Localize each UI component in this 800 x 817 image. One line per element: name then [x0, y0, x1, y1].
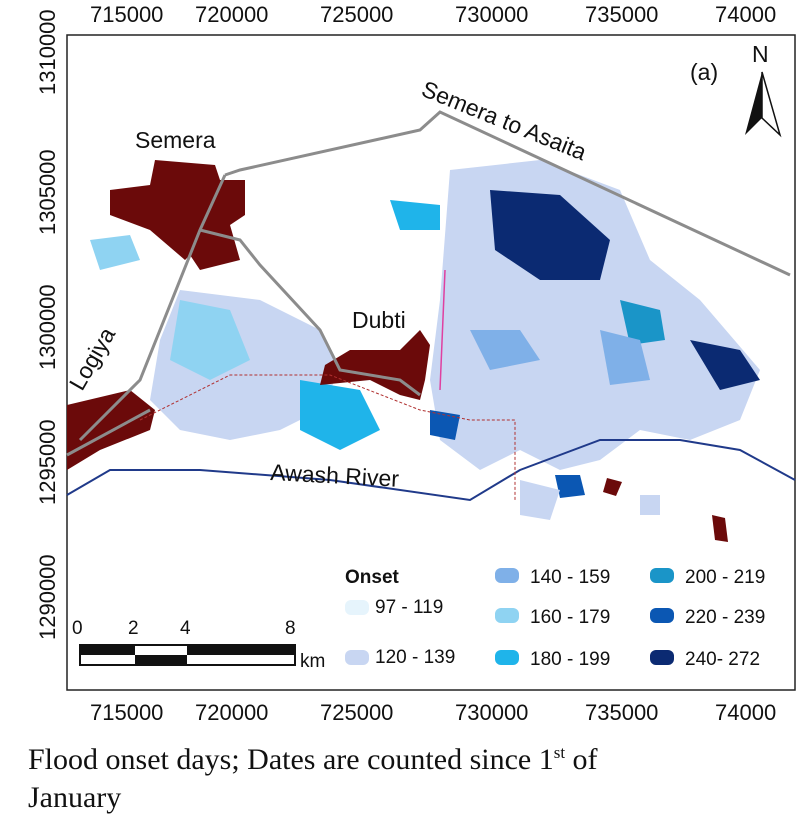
onset-patch-200-219	[620, 300, 665, 345]
x-tick: 715000	[90, 700, 163, 725]
road-logiya-west	[66, 408, 151, 457]
onset-patch-240-272	[490, 190, 610, 280]
onset-patch-240-272	[690, 340, 760, 390]
y-tick: 1290000	[35, 554, 60, 640]
scale-tick: 2	[128, 618, 139, 639]
semera-label: Semera	[135, 127, 216, 153]
semera-town-area	[110, 160, 245, 270]
caption-sup: st	[553, 743, 566, 762]
onset-patch-140-159	[600, 330, 650, 385]
awash-river-line	[66, 439, 796, 502]
legend-title: Onset	[345, 567, 400, 588]
onset-patch-120-139	[640, 495, 660, 515]
town-patch	[712, 515, 728, 542]
road-logiya	[78, 174, 227, 442]
legend-label: 220 - 239	[685, 607, 765, 628]
onset-patch-220-239	[555, 475, 585, 498]
legend-label: 200 - 219	[685, 567, 765, 588]
onset-patch-220-239	[430, 410, 460, 440]
x-tick: 715000	[90, 2, 163, 27]
onset-patch-120-139	[520, 480, 560, 520]
scale-tick: 8	[285, 618, 296, 639]
x-axis-ticks-bottom: 715000 720000 725000 730000 735000 74000	[90, 700, 776, 725]
dubti-label: Dubti	[352, 307, 406, 333]
legend-entry: 140 - 159	[495, 567, 610, 588]
panel-label: (a)	[690, 59, 718, 85]
flood-patches	[90, 160, 760, 520]
y-axis-ticks: 1310000 1305000 1300000 1295000 1290000	[35, 9, 60, 640]
x-tick: 74000	[715, 700, 776, 725]
onset-patch-160-179	[170, 300, 250, 380]
scale-bar: 0 2 4 8 km	[72, 618, 325, 672]
flood-onset-map: 715000 720000 725000 730000 735000 74000…	[35, 2, 796, 725]
scale-tick: 4	[180, 618, 191, 639]
scale-segment	[80, 645, 135, 655]
y-tick: 1300000	[35, 284, 60, 370]
x-tick: 725000	[320, 2, 393, 27]
legend-label: 97 - 119	[375, 597, 443, 618]
legend-label: 180 - 199	[530, 649, 610, 670]
y-tick: 1305000	[35, 149, 60, 235]
legend-label: 140 - 159	[530, 567, 610, 588]
scale-unit: km	[300, 651, 325, 672]
onset-patch-160-179	[90, 235, 140, 270]
legend-entry: 97 - 119	[345, 597, 443, 618]
legend-swatch	[650, 650, 674, 665]
roads	[66, 110, 791, 457]
scale-tick: 0	[72, 618, 83, 639]
caption-line2: January	[28, 781, 122, 814]
legend-entry: 180 - 199	[495, 649, 610, 670]
legend-entry: 120 - 139	[345, 647, 455, 668]
canal-line	[139, 374, 516, 500]
x-tick: 735000	[585, 700, 658, 725]
x-tick: 725000	[320, 700, 393, 725]
legend-entry: 200 - 219	[650, 567, 765, 588]
legend-swatch	[495, 608, 519, 623]
legend-swatch	[650, 568, 674, 583]
caption-tail: of	[565, 743, 598, 776]
x-axis-ticks: 715000 720000 725000 730000 735000 74000	[90, 2, 776, 27]
caption-text: Flood onset days; Dates are counted sinc…	[28, 743, 554, 776]
north-arrow-left	[745, 72, 762, 135]
scale-segment	[187, 645, 295, 655]
legend-entry: 220 - 239	[650, 607, 765, 628]
figure-caption: Flood onset days; Dates are counted sinc…	[28, 734, 798, 817]
y-tick: 1295000	[35, 419, 60, 505]
scale-segment	[135, 655, 187, 665]
x-tick: 720000	[195, 700, 268, 725]
onset-patch-180-199	[390, 200, 440, 230]
legend-label: 120 - 139	[375, 647, 455, 668]
x-tick: 735000	[585, 2, 658, 27]
town-patch	[603, 478, 622, 496]
road-semera-asaita	[224, 110, 791, 277]
legend-swatch	[345, 600, 369, 615]
legend-swatch	[345, 650, 369, 665]
onset-patch-140-159	[470, 330, 540, 370]
legend: Onset 97 - 119 120 - 139 140 - 159 160 -…	[345, 567, 765, 670]
north-arrow: N	[745, 41, 782, 138]
north-label: N	[752, 41, 769, 67]
legend-entry: 160 - 179	[495, 607, 610, 628]
legend-swatch	[495, 568, 519, 583]
legend-label: 160 - 179	[530, 607, 610, 628]
x-tick: 730000	[455, 700, 528, 725]
x-tick: 720000	[195, 2, 268, 27]
legend-entry: 240- 272	[650, 649, 760, 670]
road-dubti	[199, 228, 421, 397]
x-tick: 74000	[715, 2, 776, 27]
y-tick: 1310000	[35, 9, 60, 95]
onset-patch-180-199	[300, 380, 380, 450]
north-arrow-right	[761, 71, 782, 138]
legend-label: 240- 272	[685, 649, 760, 670]
legend-swatch	[495, 650, 519, 665]
legend-swatch	[650, 608, 674, 623]
x-tick: 730000	[455, 2, 528, 27]
boundary-line	[439, 269, 446, 391]
